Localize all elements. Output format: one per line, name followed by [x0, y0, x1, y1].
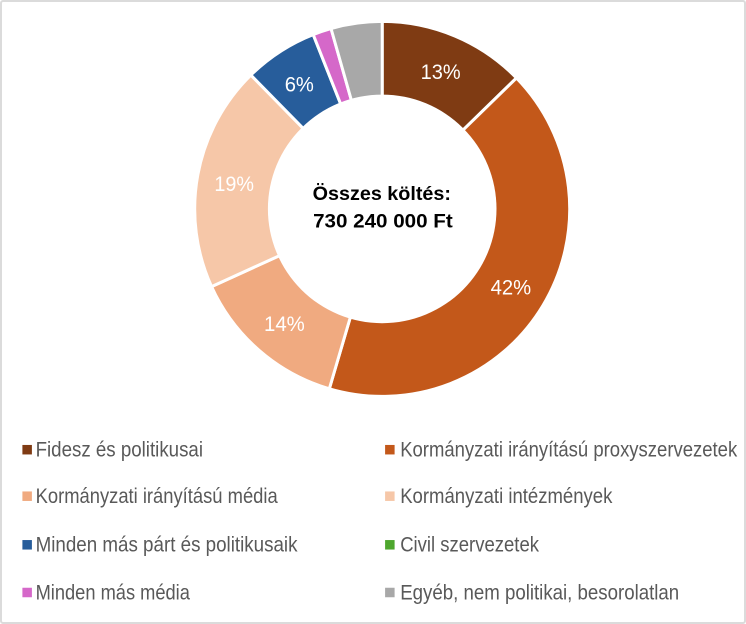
- svg-text:730 240 000 Ft: 730 240 000 Ft: [313, 210, 453, 232]
- svg-text:Kormányzati irányítású média: Kormányzati irányítású média: [36, 485, 278, 508]
- svg-text:Összes költés:: Összes költés:: [313, 182, 451, 205]
- svg-text:Kormányzati irányítású proxysz: Kormányzati irányítású proxyszervezetek: [400, 439, 737, 462]
- svg-text:Fidesz és politikusai: Fidesz és politikusai: [36, 439, 203, 462]
- svg-text:42%: 42%: [491, 276, 532, 299]
- svg-text:14%: 14%: [264, 313, 305, 336]
- svg-text:Egyéb, nem politikai, besorola: Egyéb, nem politikai, besorolatlan: [400, 581, 679, 604]
- svg-text:19%: 19%: [214, 173, 254, 196]
- svg-text:Civil szervezetek: Civil szervezetek: [400, 534, 539, 557]
- svg-text:Kormányzati intézmények: Kormányzati intézmények: [400, 485, 613, 508]
- svg-text:Minden más média: Minden más média: [36, 581, 191, 604]
- svg-text:Minden más párt és politikusai: Minden más párt és politikusaik: [36, 534, 298, 557]
- svg-text:13%: 13%: [421, 61, 461, 84]
- svg-text:6%: 6%: [285, 74, 314, 97]
